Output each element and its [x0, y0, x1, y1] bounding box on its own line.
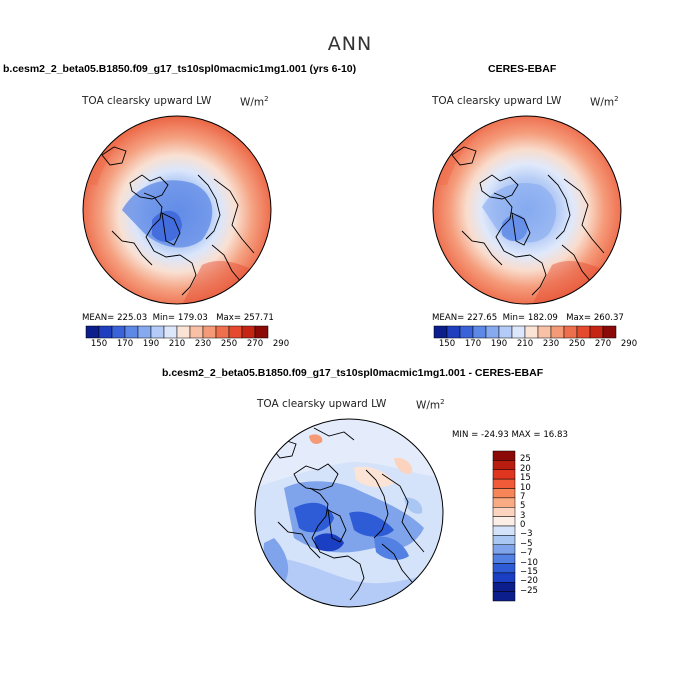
- colorbar-tick-label: 290: [272, 339, 290, 349]
- colorbar-swatch: [550, 325, 565, 339]
- colorbar-swatch: [492, 582, 516, 592]
- diff-variable-label: TOA clearsky upward LW: [257, 398, 387, 410]
- colorbar-tick-label: 10: [520, 482, 531, 493]
- colorbar-tick-label: 190: [142, 339, 160, 349]
- colorbar-swatch: [563, 325, 578, 339]
- obs-case-title: CERES-EBAF: [488, 63, 557, 75]
- obs-polar-map: [432, 115, 622, 305]
- colorbar-tick-label: 270: [246, 339, 264, 349]
- colorbar-swatch: [137, 325, 152, 339]
- colorbar-swatch: [228, 325, 243, 339]
- diff-stats: MIN = -24.93 MAX = 16.83: [452, 430, 568, 440]
- colorbar-swatch: [492, 450, 516, 461]
- colorbar-swatch: [498, 325, 513, 339]
- colorbar-swatch: [150, 325, 165, 339]
- colorbar-tick-label: 20: [520, 463, 531, 474]
- colorbar-swatch: [433, 325, 448, 339]
- colorbar-swatch: [492, 535, 516, 545]
- colorbar-tick-label: 3: [520, 510, 526, 521]
- colorbar-tick-label: −5: [520, 538, 533, 549]
- colorbar-swatch: [202, 325, 217, 339]
- colorbar-tick-label: 250: [220, 339, 238, 349]
- colorbar-swatch: [492, 544, 516, 555]
- colorbar-swatch: [459, 325, 474, 339]
- colorbar-swatch: [446, 325, 461, 339]
- model-polar-map: [82, 115, 272, 305]
- colorbar-swatch: [485, 325, 500, 339]
- colorbar-tick-label: −3: [520, 529, 533, 540]
- colorbar-swatch: [254, 325, 269, 339]
- model-stats: MEAN= 225.03 Min= 179.03 Max= 257.71: [82, 313, 274, 323]
- colorbar-tick-label: 15: [520, 473, 531, 484]
- model-variable-label: TOA clearsky upward LW: [82, 95, 212, 107]
- colorbar-swatch: [176, 325, 191, 339]
- colorbar-swatch: [524, 325, 539, 339]
- obs-variable-label: TOA clearsky upward LW: [432, 95, 562, 107]
- colorbar-swatch: [492, 553, 516, 564]
- model-colorbar-labels: 150 170 190 210 230 250 270 290: [86, 339, 289, 351]
- colorbar-tick-label: 210: [168, 339, 186, 349]
- model-units-label: W/m2: [240, 95, 269, 109]
- colorbar-swatch: [111, 325, 126, 339]
- colorbar-tick-label: 0: [520, 520, 526, 530]
- colorbar-swatch: [492, 525, 516, 536]
- colorbar-swatch: [492, 488, 516, 499]
- obs-units-label: W/m2: [590, 95, 619, 109]
- colorbar-tick-label: 150: [438, 339, 456, 349]
- colorbar-tick-label: 290: [620, 339, 638, 349]
- colorbar-swatch: [85, 325, 100, 339]
- colorbar-swatch: [163, 325, 178, 339]
- colorbar-swatch: [492, 591, 516, 602]
- colorbar-tick-label: 190: [490, 339, 508, 349]
- obs-stats: MEAN= 227.65 Min= 182.09 Max= 260.37: [432, 313, 624, 323]
- colorbar-tick-label: 5: [520, 501, 526, 512]
- colorbar-swatch: [124, 325, 139, 339]
- colorbar-swatch: [492, 563, 516, 574]
- colorbar-swatch: [98, 325, 113, 339]
- colorbar-tick-label: 250: [568, 339, 586, 349]
- colorbar-tick-label: 170: [116, 339, 134, 349]
- colorbar-tick-label: −7: [520, 548, 533, 559]
- diff-case-title: b.cesm2_2_beta05.B1850.f09_g17_ts10spl0m…: [162, 367, 544, 379]
- colorbar-swatch: [241, 325, 256, 339]
- diff-polar-map: [254, 418, 444, 608]
- colorbar-swatch: [492, 507, 516, 517]
- obs-colorbar: [433, 325, 617, 339]
- colorbar-swatch: [511, 325, 526, 339]
- colorbar-swatch: [492, 516, 516, 527]
- colorbar-tick-label: 270: [594, 339, 612, 349]
- colorbar-swatch: [492, 478, 516, 489]
- colorbar-swatch: [189, 325, 204, 339]
- colorbar-swatch: [589, 325, 604, 339]
- colorbar-swatch: [215, 325, 230, 339]
- obs-colorbar-labels: 150 170 190 210 230 250 270 290: [434, 339, 637, 351]
- colorbar-swatch: [492, 572, 516, 583]
- colorbar-swatch: [602, 325, 617, 339]
- model-case-title: b.cesm2_2_beta05.B1850.f09_g17_ts10spl0m…: [3, 63, 357, 75]
- colorbar-tick-label: 170: [464, 339, 482, 349]
- plot-title: ANN: [327, 33, 373, 55]
- colorbar-tick-label: 25: [520, 454, 531, 465]
- colorbar-swatch: [492, 497, 516, 508]
- colorbar-tick-label: 230: [542, 339, 560, 349]
- colorbar-tick-label: −10: [520, 557, 538, 568]
- colorbar-tick-label: −25: [520, 585, 538, 596]
- diff-colorbar-labels: 25 20 15 10 7 5 3 0 −3 −5 −7 −10 −15 −20 −25: [520, 451, 550, 601]
- colorbar-tick-label: −20: [520, 576, 538, 587]
- diff-units-label: W/m2: [416, 398, 445, 412]
- colorbar-tick-label: 230: [194, 339, 212, 349]
- colorbar-swatch: [492, 469, 516, 480]
- colorbar-swatch: [492, 460, 516, 470]
- colorbar-tick-label: 150: [90, 339, 108, 349]
- colorbar-swatch: [472, 325, 487, 339]
- colorbar-tick-label: 210: [516, 339, 534, 349]
- model-colorbar: [85, 325, 269, 339]
- colorbar-tick-label: −15: [520, 566, 538, 577]
- colorbar-tick-label: 7: [520, 491, 526, 502]
- diff-colorbar: [492, 450, 516, 602]
- colorbar-swatch: [576, 325, 591, 339]
- colorbar-swatch: [537, 325, 552, 339]
